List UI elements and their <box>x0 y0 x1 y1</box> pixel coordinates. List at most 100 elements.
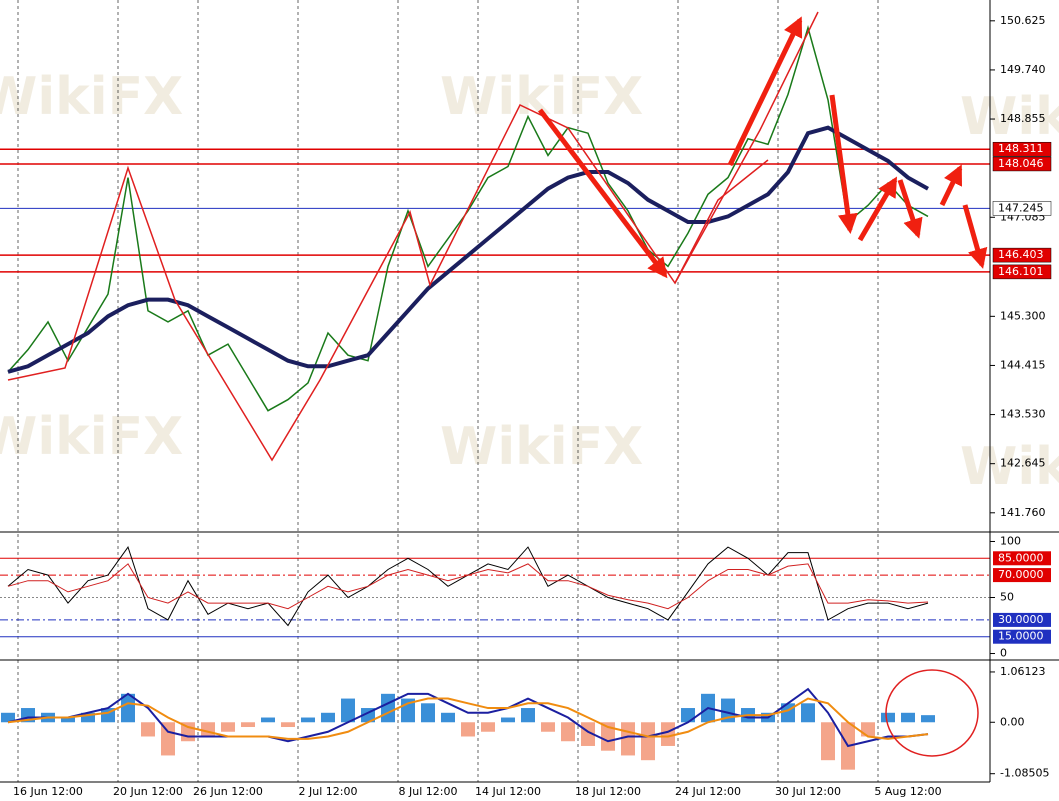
watermark: WikiFX <box>960 87 1059 147</box>
level-label: 30.0000 <box>998 613 1044 626</box>
level-label-box <box>993 568 1051 583</box>
histogram-bar <box>421 703 435 723</box>
x-tick-label: 14 Jul 12:00 <box>475 785 541 798</box>
watermark: WikiFX <box>0 67 183 127</box>
y-tick-label: 141.760 <box>1000 506 1046 519</box>
series-line <box>7 563 929 610</box>
histogram-bar <box>1 712 15 723</box>
histogram-bar <box>321 712 335 723</box>
histogram-bar <box>281 722 295 728</box>
histogram-bar <box>381 693 395 723</box>
watermark: WikiFX <box>960 437 1059 497</box>
series-line <box>7 25 929 412</box>
y-tick-label: 0 <box>1000 647 1007 660</box>
y-tick-label: 100 <box>1000 534 1021 547</box>
level-label-box <box>993 551 1051 566</box>
watermark: WikiFX <box>440 417 643 477</box>
series-line <box>7 125 929 374</box>
annotations <box>7 11 819 462</box>
level-label-box <box>992 201 1052 216</box>
y-tick-label: 144.415 <box>1000 358 1046 371</box>
histogram-bar <box>881 712 895 723</box>
level-label-box <box>993 612 1051 627</box>
level-label: 148.046 <box>998 157 1044 170</box>
level-label: 70.0000 <box>998 568 1044 581</box>
histogram-bar <box>461 722 475 737</box>
histogram-bar <box>261 717 275 723</box>
level-label-box <box>992 247 1052 263</box>
arrow <box>939 164 963 207</box>
x-tick-label: 26 Jun 12:00 <box>193 785 263 798</box>
histogram-bar <box>661 722 675 746</box>
level-label-box <box>992 156 1052 172</box>
y-tick-label: 150.625 <box>1000 14 1046 27</box>
histogram-bar <box>341 698 355 723</box>
histogram-bar <box>501 717 515 723</box>
highlight-circle <box>885 669 979 757</box>
histogram-bar <box>481 722 495 732</box>
x-tick-label: 24 Jul 12:00 <box>675 785 741 798</box>
histogram-bar <box>921 715 935 723</box>
histogram-bar <box>601 722 615 751</box>
histogram-bar <box>901 712 915 723</box>
histogram-bar <box>821 722 835 761</box>
histogram-bar <box>301 717 315 723</box>
y-tick-label: 149.740 <box>1000 63 1046 76</box>
histogram-bar <box>81 712 95 723</box>
watermark: WikiFX <box>0 407 183 467</box>
y-tick-label: 148.855 <box>1000 112 1046 125</box>
level-label-box <box>992 141 1052 157</box>
level-label: 148.311 <box>998 142 1044 155</box>
histogram-bar <box>541 722 555 732</box>
y-tick-label: -1.08505 <box>1000 767 1049 780</box>
histogram-bar <box>441 712 455 723</box>
watermark: WikiFX <box>440 67 643 127</box>
series-line <box>7 697 929 740</box>
x-tick-label: 18 Jul 12:00 <box>575 785 641 798</box>
x-tick-label: 20 Jun 12:00 <box>113 785 183 798</box>
histogram-bar <box>641 722 655 761</box>
zigzag <box>674 11 819 284</box>
arrow <box>538 108 668 279</box>
y-tick-label: 0.00 <box>1000 715 1025 728</box>
y-tick-label: 143.530 <box>1000 408 1046 421</box>
level-label-box <box>992 264 1052 280</box>
y-tick-label: 1.06123 <box>1000 665 1046 678</box>
y-tick-label: 50 <box>1000 591 1014 604</box>
x-tick-label: 5 Aug 12:00 <box>874 785 941 798</box>
level-label-box <box>993 629 1051 644</box>
histogram-bar <box>521 708 535 723</box>
level-label: 147.245 <box>998 201 1044 214</box>
arrow <box>857 176 898 242</box>
arrows <box>538 16 988 279</box>
histogram-bar <box>121 693 135 723</box>
level-label: 146.101 <box>998 265 1044 278</box>
x-tick-label: 16 Jun 12:00 <box>13 785 83 798</box>
histogram-bar <box>241 722 255 728</box>
level-label: 15.0000 <box>998 630 1044 643</box>
x-tick-label: 2 Jul 12:00 <box>299 785 358 798</box>
histogram-bar <box>621 722 635 756</box>
arrow <box>727 16 803 167</box>
arrow <box>897 179 923 239</box>
watermarks: WikiFX WikiFX WikiFX WikiFX WikiFX WikiFX <box>0 67 1059 497</box>
histogram-bar <box>221 722 235 732</box>
histogram-bar <box>561 722 575 742</box>
y-tick-label: 142.645 <box>1000 457 1046 470</box>
level-label: 85.0000 <box>998 551 1044 564</box>
y-tick-label: 145.300 <box>1000 309 1046 322</box>
x-tick-label: 8 Jul 12:00 <box>399 785 458 798</box>
histogram-bar <box>681 708 695 723</box>
histogram-bar <box>861 722 875 737</box>
level-label: 146.403 <box>998 248 1044 261</box>
arrow <box>829 94 858 234</box>
x-tick-label: 30 Jul 12:00 <box>775 785 841 798</box>
arrow <box>962 204 988 269</box>
histogram-bar <box>141 722 155 737</box>
histogram-bar <box>161 722 175 756</box>
histogram-bar <box>801 703 815 723</box>
histogram-bar <box>201 722 215 737</box>
